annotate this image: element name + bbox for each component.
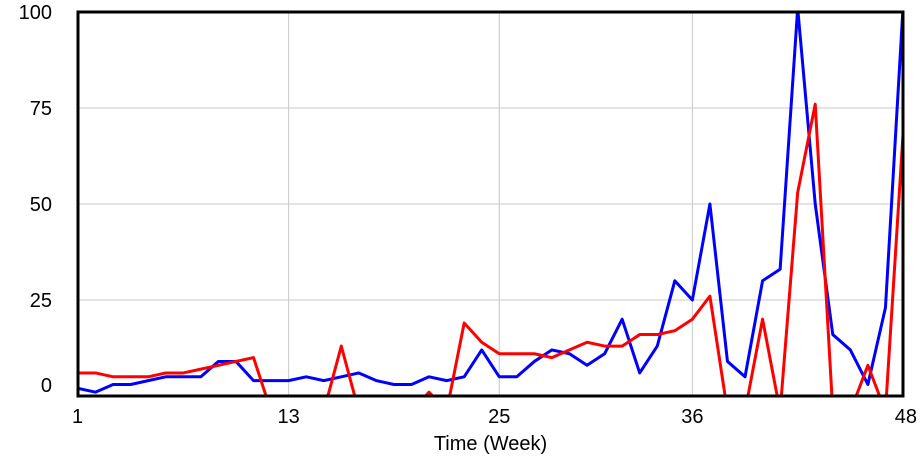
series-layer [78, 12, 903, 396]
x-axis-title: Time (Week) [434, 433, 547, 455]
plot-frame [76, 10, 905, 398]
x-tick-label: 1 [72, 406, 83, 428]
x-tick-label: 36 [681, 406, 703, 428]
y-tick-label: 100 [19, 2, 52, 24]
series-line-2 [78, 102, 903, 396]
y-tick-label: 25 [30, 290, 52, 312]
grid-lines [78, 12, 903, 396]
y-axis-ticks: 0 25 50 75 100 [19, 2, 52, 397]
series-line-1 [78, 12, 903, 394]
y-tick-label: 75 [30, 98, 52, 120]
x-axis-ticks: 1 13 25 36 48 [72, 406, 917, 428]
y-tick-label: 0 [41, 375, 52, 397]
x-tick-label: 25 [488, 406, 510, 428]
x-tick-label: 48 [895, 406, 917, 428]
x-tick-label: 13 [278, 406, 300, 428]
y-tick-label: 50 [30, 194, 52, 216]
